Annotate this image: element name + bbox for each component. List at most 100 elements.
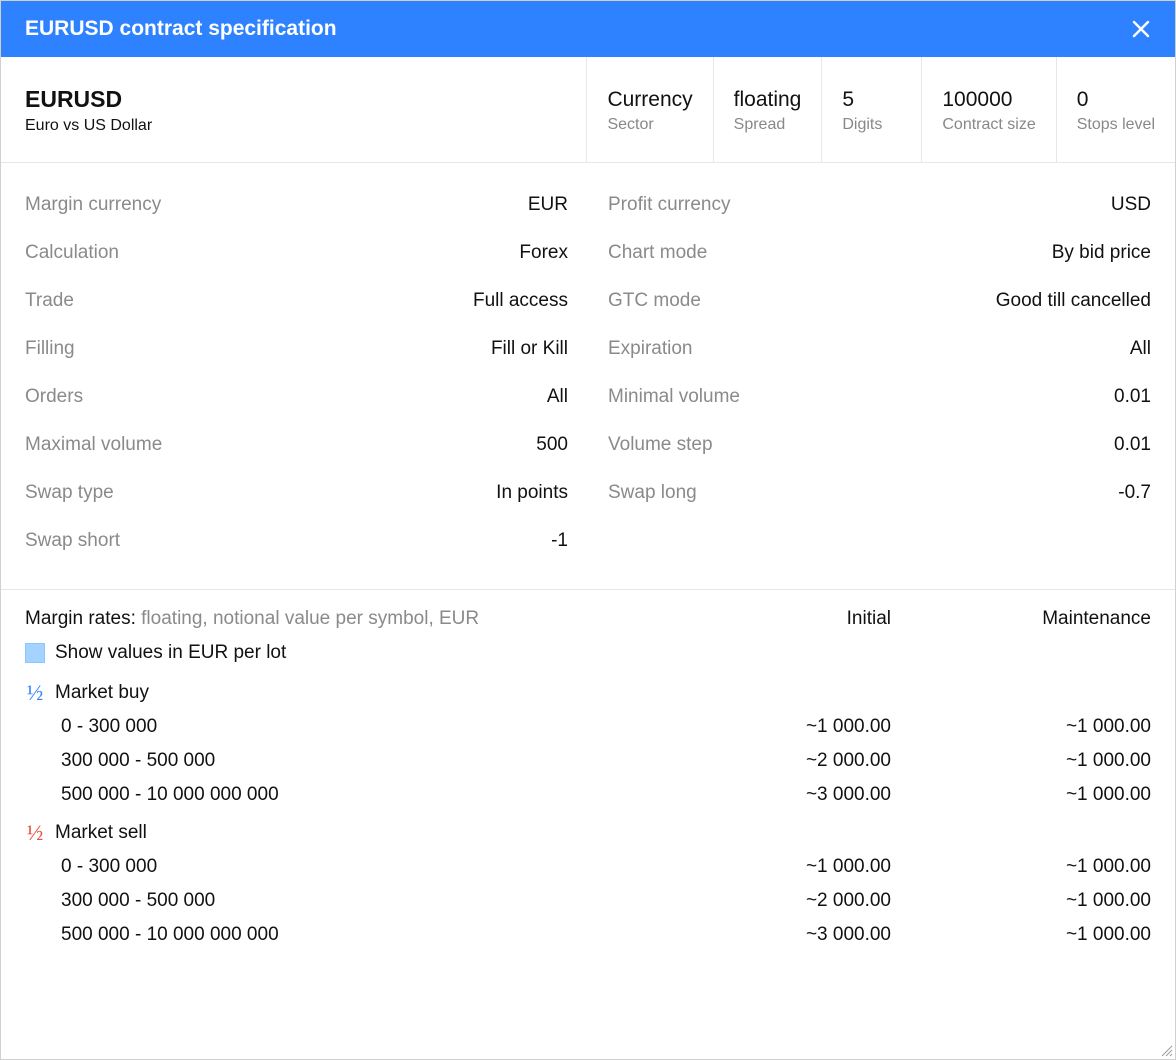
tier-range: 500 000 - 10 000 000 000 <box>25 784 711 806</box>
symbol-name: EURUSD <box>25 86 562 113</box>
detail-row: Orders All <box>25 373 568 421</box>
tier-range: 300 000 - 500 000 <box>25 750 711 772</box>
detail-label: Swap short <box>25 530 120 552</box>
resize-grip[interactable] <box>1159 1043 1173 1057</box>
detail-value: USD <box>1111 194 1151 216</box>
details-grid: Margin currency EUR Calculation Forex Trade F… <box>1 163 1175 590</box>
details-column: Profit currency USD Chart mode By bid price… <box>608 181 1151 565</box>
detail-row: Calculation Forex <box>25 229 568 277</box>
tier-maintenance: ~1 000.00 <box>891 716 1151 738</box>
detail-label: Expiration <box>608 338 693 360</box>
summary-cell-label: Stops level <box>1077 116 1155 134</box>
detail-value: In points <box>496 482 568 504</box>
half-fraction-icon: ½ <box>25 820 45 846</box>
detail-value: Good till cancelled <box>996 290 1151 312</box>
summary-cell-value: floating <box>734 88 802 112</box>
detail-label: Profit currency <box>608 194 730 216</box>
detail-label: Margin currency <box>25 194 161 216</box>
detail-row: Maximal volume 500 <box>25 421 568 469</box>
tier-maintenance: ~1 000.00 <box>891 750 1151 772</box>
margin-tier-row: 0 - 300 000~1 000.00~1 000.00 <box>25 850 1151 884</box>
detail-row: Expiration All <box>608 325 1151 373</box>
dialog-content[interactable]: EURUSD Euro vs US Dollar CurrencySectorf… <box>1 57 1175 1059</box>
detail-label: Calculation <box>25 242 119 264</box>
detail-row: Trade Full access <box>25 277 568 325</box>
detail-label: Filling <box>25 338 75 360</box>
tier-initial: ~1 000.00 <box>711 716 891 738</box>
summary-cell-value: Currency <box>607 88 692 112</box>
tier-range: 300 000 - 500 000 <box>25 890 711 912</box>
margin-section-label: Market buy <box>55 682 149 704</box>
detail-label: Trade <box>25 290 74 312</box>
show-values-label: Show values in EUR per lot <box>55 642 286 664</box>
summary-cell-value: 0 <box>1077 88 1155 112</box>
tier-initial: ~2 000.00 <box>711 750 891 772</box>
titlebar: EURUSD contract specification <box>1 1 1175 57</box>
margin-header: Margin rates: floating, notional value p… <box>25 608 1151 630</box>
detail-label: Swap long <box>608 482 697 504</box>
summary-cell: 100000 Contract size <box>921 57 1055 162</box>
tier-initial: ~1 000.00 <box>711 856 891 878</box>
close-button[interactable] <box>1129 17 1153 41</box>
show-values-row[interactable]: Show values in EUR per lot <box>25 642 1151 664</box>
summary-cell-label: Spread <box>734 116 802 134</box>
symbol-description: Euro vs US Dollar <box>25 117 562 135</box>
detail-value: -0.7 <box>1118 482 1151 504</box>
details-column: Margin currency EUR Calculation Forex Trade F… <box>25 181 568 565</box>
detail-row: GTC mode Good till cancelled <box>608 277 1151 325</box>
margin-section-title: ½ Market buy <box>25 672 1151 710</box>
show-values-checkbox[interactable] <box>25 643 45 663</box>
symbol-block: EURUSD Euro vs US Dollar <box>1 57 586 162</box>
detail-value: Fill or Kill <box>491 338 568 360</box>
summary-cell: Currency Sector <box>586 57 712 162</box>
summary-cell-value: 5 <box>842 88 901 112</box>
summary-cell: 0 Stops level <box>1056 57 1175 162</box>
half-fraction-icon: ½ <box>25 680 45 706</box>
summary-cell-value: 100000 <box>942 88 1035 112</box>
summary-cell-label: Contract size <box>942 116 1035 134</box>
detail-value: 500 <box>536 434 568 456</box>
contract-spec-dialog: EURUSD contract specification EURUSD Eur… <box>0 0 1176 1060</box>
summary-cell-label: Sector <box>607 116 692 134</box>
detail-row: Filling Fill or Kill <box>25 325 568 373</box>
detail-row: Chart mode By bid price <box>608 229 1151 277</box>
detail-value: -1 <box>551 530 568 552</box>
margin-rates-section: Margin rates: floating, notional value p… <box>1 590 1175 976</box>
margin-rates-sublabel: floating, notional value per symbol, EUR <box>141 608 479 629</box>
tier-initial: ~3 000.00 <box>711 924 891 946</box>
detail-value: 0.01 <box>1114 434 1151 456</box>
tier-range: 0 - 300 000 <box>25 716 711 738</box>
close-icon <box>1132 20 1150 38</box>
tier-range: 500 000 - 10 000 000 000 <box>25 924 711 946</box>
detail-row: Profit currency USD <box>608 181 1151 229</box>
margin-col-initial: Initial <box>711 608 891 630</box>
detail-label: Chart mode <box>608 242 707 264</box>
margin-col-maintenance: Maintenance <box>891 608 1151 630</box>
detail-row: Swap long -0.7 <box>608 469 1151 517</box>
summary-cell: floating Spread <box>713 57 822 162</box>
detail-label: Orders <box>25 386 83 408</box>
tier-maintenance: ~1 000.00 <box>891 924 1151 946</box>
detail-value: All <box>547 386 568 408</box>
detail-label: GTC mode <box>608 290 701 312</box>
detail-row: Minimal volume0.01 <box>608 373 1151 421</box>
summary-row: EURUSD Euro vs US Dollar Currency Sector f… <box>1 57 1175 163</box>
detail-row: Margin currency EUR <box>25 181 568 229</box>
tier-maintenance: ~1 000.00 <box>891 856 1151 878</box>
detail-value: 0.01 <box>1114 386 1151 408</box>
detail-row: Volume step0.01 <box>608 421 1151 469</box>
margin-tier-row: 0 - 300 000~1 000.00~1 000.00 <box>25 710 1151 744</box>
detail-label: Swap type <box>25 482 114 504</box>
detail-value: EUR <box>528 194 568 216</box>
summary-cell-label: Digits <box>842 116 901 134</box>
tier-range: 0 - 300 000 <box>25 856 711 878</box>
margin-rates-label: Margin rates: <box>25 608 136 629</box>
detail-value: Forex <box>519 242 568 264</box>
detail-row: Swap type In points <box>25 469 568 517</box>
tier-initial: ~3 000.00 <box>711 784 891 806</box>
detail-value: By bid price <box>1052 242 1151 264</box>
detail-value: Full access <box>473 290 568 312</box>
detail-value: All <box>1130 338 1151 360</box>
margin-section-title: ½Market sell <box>25 812 1151 850</box>
detail-label: Maximal volume <box>25 434 162 456</box>
